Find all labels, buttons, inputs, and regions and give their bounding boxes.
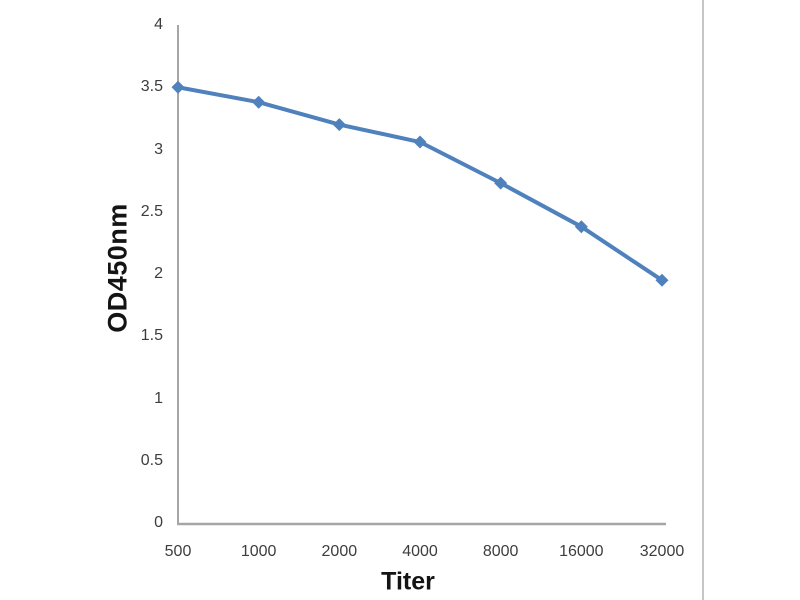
x-tick-label: 2000: [321, 543, 358, 560]
data-point-marker: [252, 95, 266, 109]
x-tick-label: 8000: [482, 543, 519, 560]
y-tick-label: 3.5: [140, 78, 163, 96]
data-point-marker: [171, 80, 185, 94]
x-tick-label: 16000: [559, 543, 604, 560]
y-tick-label: 1: [154, 389, 163, 407]
data-point-marker: [413, 135, 427, 149]
y-tick-label: 3: [154, 140, 163, 158]
x-axis-title: Titer: [381, 567, 435, 596]
y-tick-label: 4: [154, 16, 163, 33]
data-point-marker: [494, 176, 508, 190]
y-tick-label: 2.5: [140, 202, 163, 220]
y-tick-label: 1.5: [140, 327, 163, 345]
x-tick-label: 500: [164, 543, 192, 560]
y-tick-label: 0.5: [140, 451, 163, 469]
x-tick-label: 32000: [639, 543, 685, 560]
y-tick-label: 0: [154, 514, 163, 531]
x-tick-label: 4000: [402, 543, 438, 560]
data-point-marker: [574, 220, 588, 234]
y-tick-label: 2: [154, 265, 163, 282]
data-point-marker: [332, 118, 346, 132]
image-right-border-line: [702, 0, 704, 600]
series-line: [176, 85, 664, 283]
y-axis-title: OD450nm: [102, 203, 133, 333]
data-point-marker: [655, 273, 669, 287]
x-tick-label: 1000: [240, 543, 277, 560]
